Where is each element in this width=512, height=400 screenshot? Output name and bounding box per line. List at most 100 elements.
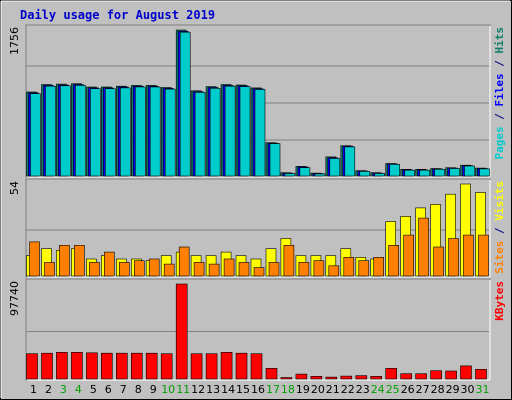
x-tick-label: 14 [221, 383, 235, 396]
bar-pages-day-14 [224, 85, 236, 177]
bar-sites-day-16 [253, 267, 265, 277]
bar-pages-day-31 [479, 168, 490, 177]
x-tick-label: 1 [30, 383, 37, 396]
x-tick-label: 16 [251, 383, 265, 396]
bar-sites-day-28 [433, 246, 444, 277]
bar-pages-day-17 [269, 143, 281, 177]
x-tick-label: 6 [105, 383, 112, 396]
series-legend: Sites / Visits [493, 181, 506, 274]
bar-pages-day-20 [314, 173, 326, 177]
bar-pages-day-12 [194, 92, 206, 177]
bar-sites-day-13 [208, 263, 220, 277]
bar-kbytes-day-5 [86, 352, 98, 380]
bar-pages-day-8 [135, 86, 146, 177]
bar-sites-day-6 [104, 251, 115, 277]
bar-pages-day-22 [344, 146, 356, 177]
x-tick-label: 5 [90, 383, 97, 396]
bar-sites-day-4 [74, 245, 85, 277]
bar-kbytes-day-22 [340, 375, 353, 380]
x-tick-label: 8 [135, 383, 142, 396]
x-tick-label: 29 [446, 383, 460, 396]
y-axis-max-label: 1756 [8, 27, 21, 55]
bar-kbytes-day-9 [145, 352, 158, 380]
bar-pages-day-24 [374, 173, 386, 177]
bar-pages-day-6 [105, 88, 116, 177]
bar-kbytes-day-12 [190, 353, 203, 380]
bar-kbytes-day-11 [175, 283, 188, 380]
bar-sites-day-5 [89, 262, 100, 277]
x-tick-label: 31 [476, 383, 490, 396]
bar-kbytes-day-21 [325, 376, 338, 380]
bar-kbytes-day-6 [101, 352, 113, 380]
bar-pages-day-23 [359, 171, 371, 177]
bar-kbytes-day-1 [26, 353, 38, 380]
x-tick-label: 7 [120, 383, 127, 396]
y-axis-max-label: 54 [8, 181, 21, 195]
bar-pages-day-27 [419, 169, 430, 177]
bar-kbytes-day-30 [460, 365, 472, 380]
x-tick-label: 30 [461, 383, 475, 396]
bar-sites-day-24 [373, 256, 385, 277]
x-tick-label: 10 [161, 383, 175, 396]
bar-kbytes-day-24 [370, 375, 383, 380]
bar-pages-day-29 [449, 168, 460, 177]
bar-kbytes-day-15 [235, 352, 248, 380]
usage-panel-kbytes: 97740 KBytes [8, 278, 506, 381]
bar-sites-day-17 [268, 262, 280, 277]
bar-sites-day-20 [313, 260, 325, 277]
bar-kbytes-day-28 [430, 370, 442, 380]
bar-kbytes-day-2 [41, 352, 53, 380]
bar-sites-day-19 [298, 262, 310, 277]
bar-sites-day-12 [193, 262, 205, 277]
bar-pages-day-16 [254, 89, 266, 177]
x-tick-label: 26 [401, 383, 415, 396]
x-tick-label: 12 [191, 383, 205, 396]
bar-sites-day-7 [119, 262, 130, 277]
bar-sites-day-10 [163, 263, 175, 277]
bar-pages-day-26 [404, 169, 416, 177]
bar-sites-day-9 [148, 258, 160, 277]
x-tick-label: 28 [431, 383, 445, 396]
bar-sites-day-8 [134, 260, 145, 277]
bar-kbytes-day-31 [475, 368, 487, 380]
bar-sites-day-14 [223, 258, 235, 277]
bar-sites-day-29 [448, 238, 459, 277]
usage-panel-hits-files-pages: 1756 Pages / Files / Hits [8, 24, 506, 178]
bar-sites-day-22 [343, 256, 355, 277]
usage-panel-sites-visits: 54 Sites / Visits [8, 178, 506, 278]
bar-kbytes-day-19 [295, 373, 308, 380]
x-tick-label: 15 [236, 383, 250, 396]
bar-pages-day-13 [209, 88, 221, 177]
bar-pages-day-3 [60, 85, 71, 177]
bar-kbytes-day-23 [355, 375, 368, 380]
bar-pages-day-5 [90, 88, 101, 177]
bar-kbytes-day-18 [280, 377, 293, 380]
bar-pages-day-9 [149, 86, 161, 177]
series-legend: Pages / Files / Hits [493, 27, 506, 160]
bar-kbytes-day-27 [415, 373, 427, 380]
bar-sites-day-31 [478, 234, 489, 277]
bar-sites-day-18 [283, 245, 295, 277]
bar-pages-day-11 [179, 31, 191, 177]
bar-kbytes-day-29 [445, 370, 457, 380]
x-tick-label: 4 [75, 383, 82, 396]
bar-pages-day-15 [239, 86, 251, 177]
chart-title: Daily usage for August 2019 [20, 8, 215, 22]
bar-sites-day-15 [238, 262, 250, 277]
bar-kbytes-day-26 [400, 373, 413, 380]
bar-sites-day-1 [29, 241, 40, 277]
x-tick-label: 18 [281, 383, 295, 396]
bar-kbytes-day-17 [265, 367, 278, 380]
bar-pages-day-7 [120, 87, 131, 177]
x-tick-label: 24 [371, 383, 385, 396]
bar-kbytes-day-7 [116, 352, 128, 380]
x-tick-label: 13 [206, 383, 220, 396]
bar-kbytes-day-8 [131, 352, 143, 380]
x-tick-label: 11 [176, 383, 190, 396]
x-tick-label: 25 [386, 383, 400, 396]
bar-kbytes-day-20 [310, 375, 323, 380]
x-tick-label: 17 [266, 383, 280, 396]
bar-pages-day-18 [284, 173, 296, 177]
bar-pages-day-1 [30, 93, 41, 177]
